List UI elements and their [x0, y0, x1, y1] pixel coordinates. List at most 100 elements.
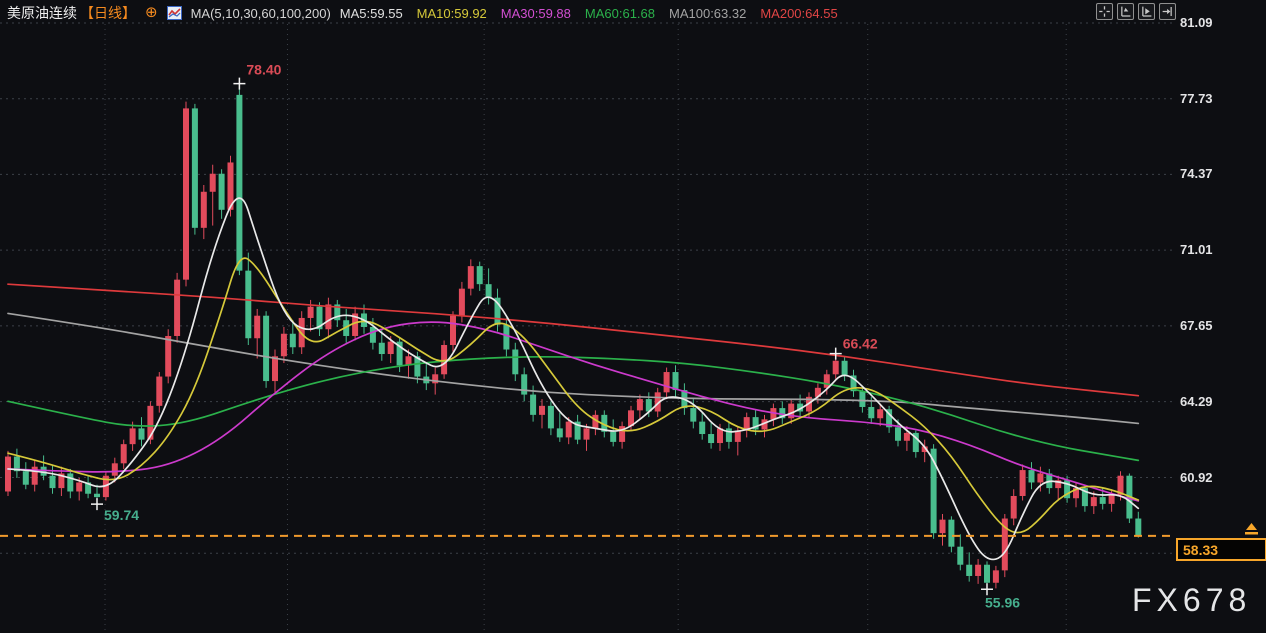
- candle-body: [476, 266, 483, 285]
- y-axis-scale-icon[interactable]: [1117, 3, 1134, 20]
- extreme-price-label: 66.42: [843, 336, 878, 352]
- candle-body: [583, 428, 590, 440]
- candle-body: [1090, 497, 1097, 507]
- candle-body: [183, 108, 189, 280]
- x-axis-scale-icon[interactable]: [1138, 3, 1155, 20]
- circle-plus-icon[interactable]: ⊕: [145, 4, 158, 21]
- price-axis-label: 81.09: [1180, 14, 1213, 30]
- candle-body: [592, 414, 599, 429]
- candle-body: [49, 475, 56, 489]
- candle-body: [165, 335, 172, 377]
- candle-body: [966, 564, 973, 576]
- extreme-cross-icon: [981, 583, 993, 596]
- ma-line-ma100: [7, 312, 1140, 425]
- candle-body: [521, 374, 528, 395]
- candle-body: [565, 421, 572, 438]
- candle-body: [912, 432, 919, 453]
- symbol-title[interactable]: 美原油连续: [7, 5, 77, 21]
- candle-body: [174, 279, 181, 336]
- candle-body: [396, 341, 403, 366]
- current-price-value: 58.33: [1183, 541, 1219, 558]
- candle-body: [903, 432, 910, 441]
- ma-value: MA60:61.68: [584, 5, 655, 21]
- candle-body: [1117, 475, 1124, 495]
- ma-values: MA5:59.55 MA10:59.92 MA30:59.88 MA60:61.68 M…: [340, 6, 838, 21]
- candle-body: [761, 419, 768, 430]
- candle-body: [209, 173, 216, 192]
- candle-body: [645, 399, 652, 412]
- candle-body: [85, 482, 92, 494]
- candle-body: [547, 405, 554, 429]
- candle-body: [601, 414, 608, 432]
- candle-body: [1037, 473, 1044, 483]
- extreme-cross-icon: [829, 347, 842, 360]
- crosshair-icon[interactable]: [1096, 3, 1113, 20]
- price-axis-label: 74.37: [1180, 166, 1213, 182]
- candle-body: [441, 345, 448, 375]
- candle-body: [814, 387, 821, 397]
- candle-body: [877, 409, 884, 419]
- candle-body: [254, 315, 261, 339]
- candle-body: [975, 564, 982, 576]
- candle-body: [984, 564, 990, 583]
- candle-body: [111, 463, 118, 476]
- chart-header: 美原油连续 【日线】 ⊕ MA(5,10,30,60,100,200) MA5:…: [7, 3, 838, 23]
- candle-body: [494, 297, 501, 325]
- candle-body: [743, 417, 750, 431]
- candle-body: [458, 288, 465, 316]
- candle-body: [797, 403, 804, 412]
- candle-body: [734, 430, 741, 442]
- candle-body: [369, 326, 376, 343]
- candle-body: [191, 108, 198, 228]
- chart-style-icon[interactable]: [166, 6, 182, 20]
- candle-body: [5, 456, 11, 492]
- candle-body: [690, 408, 697, 422]
- candle-body: [156, 376, 163, 406]
- candle-body: [129, 428, 136, 445]
- candle-body: [307, 306, 314, 318]
- ma-value: MA5:59.55: [339, 5, 403, 21]
- candle-body: [512, 349, 519, 375]
- candle-body: [663, 372, 670, 393]
- candle-body: [67, 473, 74, 492]
- ma-lines-layer: [7, 197, 1140, 561]
- ma-value: MA200:64.55: [760, 5, 838, 21]
- extreme-price-label: 59.74: [104, 507, 139, 523]
- candle-body: [289, 333, 296, 348]
- candle-body: [752, 417, 759, 430]
- candle-body: [76, 482, 83, 492]
- ma-value: MA10:59.92: [416, 5, 487, 21]
- candle-body: [272, 356, 278, 382]
- candle-body: [405, 356, 412, 366]
- candle-body: [930, 448, 937, 534]
- candle-body: [352, 313, 359, 336]
- candle-body: [886, 409, 893, 428]
- candle-body: [939, 519, 946, 534]
- candle-body: [788, 403, 795, 419]
- candle-body: [823, 374, 830, 388]
- candle-body: [1108, 494, 1115, 504]
- price-axis-label: 67.65: [1180, 317, 1213, 333]
- candle-body: [708, 434, 715, 444]
- candles-layer: [5, 83, 1142, 590]
- candle-body: [22, 471, 29, 485]
- price-pin-icon: [1244, 523, 1259, 541]
- candle-body: [120, 444, 127, 464]
- candle-body: [868, 406, 875, 419]
- candle-body: [13, 456, 20, 472]
- candle-body: [450, 315, 456, 346]
- extreme-cross-icon: [233, 77, 246, 90]
- candle-body: [414, 356, 421, 377]
- ma-line-ma10: [7, 257, 1140, 534]
- candle-body: [387, 341, 394, 355]
- candle-body: [325, 304, 332, 330]
- jump-to-latest-icon[interactable]: [1159, 3, 1176, 20]
- period-label[interactable]: 【日线】: [80, 5, 136, 21]
- candle-body: [280, 333, 287, 357]
- current-price-tag: 58.33: [1176, 538, 1266, 561]
- candle-body: [316, 306, 323, 330]
- candle-body: [610, 431, 617, 442]
- candle-body: [530, 394, 537, 415]
